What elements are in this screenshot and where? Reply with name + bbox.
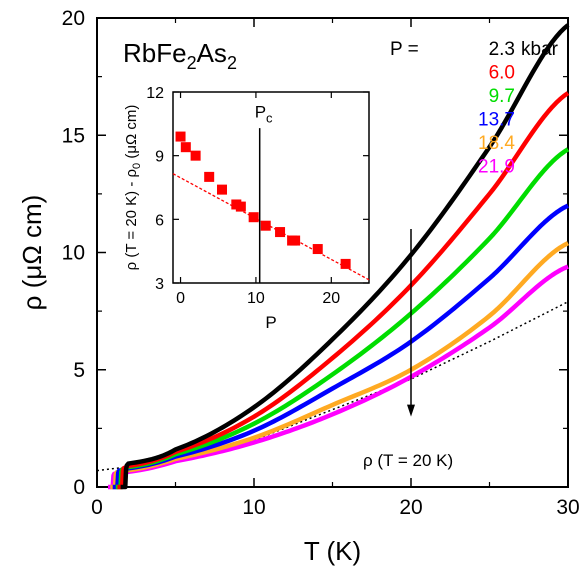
- x-tick-label: 20: [399, 496, 422, 519]
- legend-entry-21-9: 21.9: [478, 157, 515, 178]
- inset-pc-label: Pc: [255, 102, 273, 125]
- annotation-label: ρ (T = 20 K): [363, 451, 453, 470]
- inset-fit-line: [172, 173, 370, 281]
- inset-y-tick-label: 12: [146, 85, 164, 102]
- series-line-6-0: [117, 91, 570, 490]
- inset-data-point: [180, 142, 191, 153]
- inset-y-tick-label: 9: [155, 149, 164, 166]
- y-tick-label: 20: [62, 7, 85, 30]
- fit-dotted-line: [96, 301, 569, 472]
- x-tick-label: 30: [556, 496, 579, 519]
- inset-y-axis-label: ρ (T = 20 K) - ρ0 (μΩ cm): [123, 105, 143, 271]
- inset-data-point: [190, 150, 201, 161]
- inset-data-point: [175, 131, 186, 142]
- inset-y-tick-label: 6: [155, 212, 164, 229]
- inset-data-point: [275, 227, 286, 238]
- legend-entry-9-7: 9.7: [489, 86, 515, 107]
- x-axis-label: T (K): [304, 536, 361, 566]
- inset-data-point: [248, 212, 259, 223]
- y-tick-label: 5: [73, 359, 85, 382]
- inset-data-point: [340, 258, 351, 269]
- series-line-9-7: [115, 147, 570, 490]
- series-line-2-3: [120, 23, 570, 490]
- y-axis-label: ρ (μΩ cm): [17, 195, 47, 311]
- inset-x-axis-label: P: [265, 313, 276, 332]
- inset-x-tick-label: 0: [176, 290, 185, 307]
- legend-entry-18-4: 18.4: [478, 133, 515, 154]
- x-tick-label: 0: [91, 496, 103, 519]
- inset-x-tick-label: 20: [322, 290, 340, 307]
- legend-header: P =: [390, 39, 419, 60]
- inset-frame: [172, 91, 370, 284]
- inset-x-tick-label: 10: [247, 290, 265, 307]
- inset-plot: 0 10 20 3 6 9 12 Pρ (T = 20 K) - ρ0 (μΩ cm) Pc: [123, 85, 370, 332]
- y-tick-label: 10: [62, 242, 85, 265]
- legend-entry-2-3: 2.3: [489, 39, 515, 60]
- legend: P = 2.3 6.09.7 13.718.4 21.9 kbar: [390, 39, 559, 178]
- inset-data-point: [290, 235, 301, 246]
- inset-data-point: [235, 201, 246, 212]
- inset-data-point: [260, 220, 271, 231]
- legend-entry-13-7: 13.7: [478, 110, 515, 131]
- inset-data-point: [217, 184, 227, 195]
- x-tick-label: 10: [242, 496, 265, 519]
- legend-unit: kbar: [521, 39, 559, 60]
- annotation-arrowhead: [407, 404, 415, 417]
- inset-data-point: [312, 244, 323, 255]
- y-tick-label: 15: [62, 124, 85, 147]
- chart-title: RbFe2As2: [123, 38, 237, 73]
- inset-y-tick-label: 3: [155, 276, 164, 293]
- y-tick-label: 0: [73, 476, 85, 499]
- series-group: [107, 23, 570, 490]
- inset-data-point: [204, 171, 215, 182]
- legend-entry-6-0: 6.0: [489, 63, 515, 84]
